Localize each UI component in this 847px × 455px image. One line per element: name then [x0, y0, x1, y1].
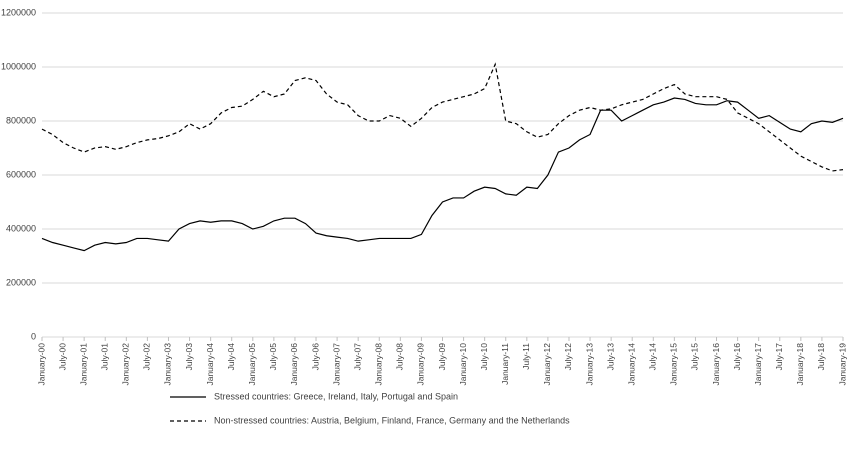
x-tick-label: July-17	[774, 343, 784, 371]
x-tick-label: January-02	[121, 343, 131, 386]
x-tick-label: July-07	[352, 343, 362, 371]
x-tick-label: January-15	[669, 343, 679, 386]
x-tick-label: July-11	[521, 343, 531, 370]
x-tick-label: January-10	[458, 343, 468, 386]
x-tick-label: January-04	[205, 343, 215, 386]
x-tick-label: July-13	[605, 343, 615, 371]
x-tick-label: January-05	[247, 343, 257, 386]
x-tick-label: July-10	[479, 343, 489, 371]
series-line	[41, 97, 844, 252]
x-tick-label: July-12	[563, 343, 573, 371]
x-tick-label: July-14	[648, 343, 658, 371]
x-tick-label: January-13	[584, 343, 594, 386]
y-tick-label: 400000	[6, 223, 36, 233]
x-tick-label: July-01	[99, 343, 109, 371]
legend-label: Stressed countries: Greece, Ireland, Ita…	[214, 391, 458, 401]
x-tick-label: January-08	[374, 343, 384, 386]
x-tick-label: January-06	[289, 343, 299, 386]
x-tick-label: January-11	[500, 343, 510, 385]
x-tick-label: January-18	[795, 343, 805, 386]
x-tick-label: January-09	[416, 343, 426, 386]
y-tick-label: 800000	[6, 115, 36, 125]
y-tick-label: 1200000	[1, 7, 36, 17]
x-tick-label: January-01	[78, 343, 88, 386]
y-tick-label: 200000	[6, 277, 36, 287]
x-tick-label: January-16	[711, 343, 721, 386]
x-tick-label: July-02	[142, 343, 152, 371]
x-tick-label: January-19	[837, 343, 847, 386]
x-tick-label: January-14	[626, 343, 636, 386]
x-tick-label: January-00	[36, 343, 46, 386]
x-tick-label: July-04	[226, 343, 236, 371]
x-tick-label: July-03	[184, 343, 194, 371]
x-tick-label: July-05	[268, 343, 278, 371]
y-tick-label: 1000000	[1, 61, 36, 71]
x-tick-label: January-12	[542, 343, 552, 386]
y-tick-label: 600000	[6, 169, 36, 179]
x-tick-label: July-15	[690, 343, 700, 371]
x-tick-label: January-07	[331, 343, 341, 386]
x-tick-label: January-17	[753, 343, 763, 386]
x-tick-label: July-08	[395, 343, 405, 371]
x-tick-label: July-06	[310, 343, 320, 371]
y-tick-label: 0	[31, 331, 36, 341]
x-tick-label: July-18	[816, 343, 826, 371]
legend-label: Non-stressed countries: Austria, Belgium…	[214, 415, 570, 425]
x-tick-label: July-00	[57, 343, 67, 371]
x-tick-label: July-16	[732, 343, 742, 371]
series-line	[41, 62, 844, 172]
x-tick-label: January-03	[163, 343, 173, 386]
x-tick-label: July-09	[437, 343, 447, 371]
